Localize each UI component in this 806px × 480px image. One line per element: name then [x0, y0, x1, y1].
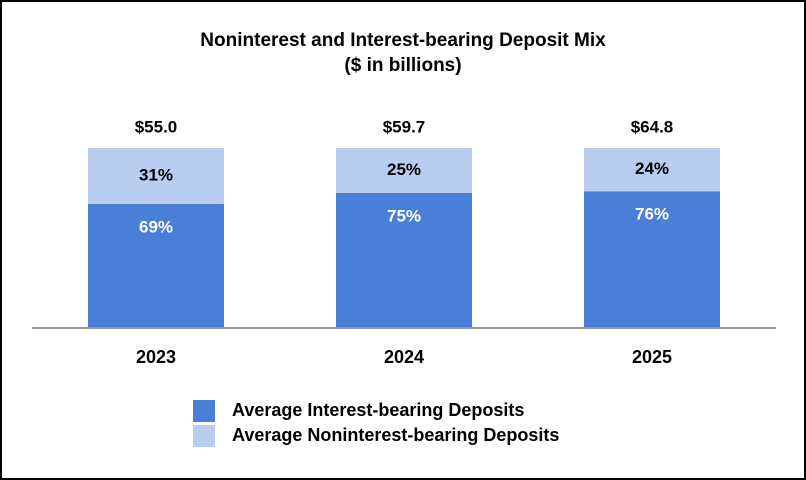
chart-title: Noninterest and Interest-bearing Deposit…	[200, 30, 606, 51]
bar-segment	[88, 203, 224, 328]
total-label: $64.8	[631, 117, 674, 136]
data-label: 24%	[635, 159, 669, 178]
bar-segment	[336, 148, 472, 193]
bar-segment	[584, 148, 720, 192]
bar-segment	[584, 191, 720, 328]
data-label: 31%	[139, 165, 173, 184]
legend-swatch	[193, 425, 215, 447]
x-tick-label: 2025	[632, 347, 672, 367]
legend-label: Average Noninterest-bearing Deposits	[232, 425, 559, 445]
data-label: 69%	[139, 217, 173, 236]
legend-label: Average Interest-bearing Deposits	[232, 400, 524, 420]
x-tick-label: 2023	[136, 347, 176, 367]
chart-subtitle: ($ in billions)	[344, 55, 461, 76]
bar-segment	[336, 193, 472, 328]
bar-segment	[88, 148, 224, 204]
legend-swatch	[193, 400, 215, 422]
total-label: $59.7	[383, 117, 426, 136]
x-tick-label: 2024	[384, 347, 424, 367]
data-label: 76%	[635, 205, 669, 224]
data-label: 75%	[387, 206, 421, 225]
total-label: $55.0	[135, 117, 178, 136]
data-label: 25%	[387, 160, 421, 179]
